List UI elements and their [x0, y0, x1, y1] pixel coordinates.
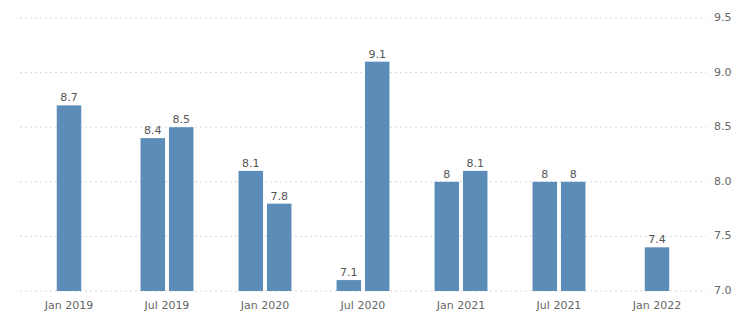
grid-line	[20, 72, 706, 73]
grid-line	[20, 236, 706, 237]
data-label: 8.4	[144, 124, 162, 137]
x-tick-label: Jan 2019	[44, 299, 93, 312]
bar	[239, 171, 263, 291]
bar	[169, 127, 194, 291]
bar	[57, 105, 82, 291]
bar	[365, 62, 390, 291]
y-tick-label: 9.5	[714, 11, 732, 24]
chart: 7.07.58.08.59.09.5Jan 2019Jul 2019Jan 20…	[0, 0, 754, 321]
chart-container: 7.07.58.08.59.09.5Jan 2019Jul 2019Jan 20…	[0, 0, 754, 321]
x-axis: Jan 2019 Jul 2019 Jan 2020 Jul 2020 Jan 2021…	[44, 299, 681, 312]
y-axis: 7.0 7.5 8.0 8.5 9.0 9.5	[714, 11, 732, 297]
bar	[435, 182, 460, 291]
bar	[645, 247, 670, 291]
grid-line	[20, 181, 706, 182]
x-tick-label: Jan 2020	[240, 299, 289, 312]
y-tick-label: 9.0	[714, 66, 732, 79]
bar	[533, 182, 558, 291]
bar	[141, 138, 166, 291]
data-label: 9.1	[368, 48, 386, 61]
grid-line	[20, 127, 706, 128]
bars	[57, 62, 670, 291]
data-label: 8	[443, 168, 450, 181]
data-label: 8	[541, 168, 548, 181]
bar	[463, 171, 488, 291]
bar	[561, 182, 586, 291]
y-tick-label: 7.0	[714, 284, 732, 297]
data-label: 7.1	[340, 266, 358, 279]
data-label: 8	[570, 168, 577, 181]
grid-line	[20, 18, 706, 19]
data-labels: 8.7 8.4 8.5 8.1 7.8 7.1 9.1 8 8.1 8 8 7.4	[60, 48, 666, 279]
y-tick-label: 8.0	[714, 175, 732, 188]
x-tick-label: Jan 2022	[632, 299, 681, 312]
bar	[337, 280, 362, 291]
data-label: 8.1	[242, 157, 260, 170]
grid	[20, 18, 706, 291]
data-label: 8.1	[466, 157, 484, 170]
x-tick-label: Jan 2021	[436, 299, 485, 312]
data-label: 8.7	[60, 91, 78, 104]
data-label: 7.8	[270, 190, 288, 203]
data-label: 8.5	[172, 113, 190, 126]
grid-line	[20, 291, 706, 292]
y-tick-label: 8.5	[714, 120, 732, 133]
y-tick-label: 7.5	[714, 229, 732, 242]
x-tick-label: Jul 2020	[340, 299, 386, 312]
data-label: 7.4	[648, 233, 666, 246]
x-tick-label: Jul 2019	[144, 299, 190, 312]
x-tick-label: Jul 2021	[536, 299, 582, 312]
bar	[267, 204, 292, 291]
